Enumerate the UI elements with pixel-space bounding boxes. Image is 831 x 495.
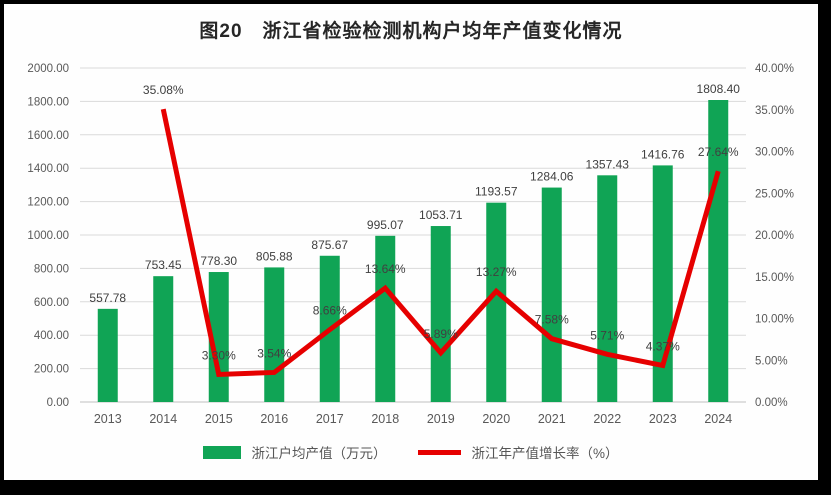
line-value-label: 7.58% — [535, 313, 569, 327]
page-border-left — [0, 0, 4, 495]
x-axis-tick: 2014 — [149, 412, 177, 426]
x-axis-tick: 2024 — [704, 412, 732, 426]
bar — [264, 267, 285, 402]
line-value-label: 4.37% — [646, 340, 680, 354]
bar — [597, 175, 618, 402]
left-axis-tick: 800.00 — [34, 263, 69, 275]
bar — [541, 187, 562, 402]
line-value-label: 5.89% — [424, 327, 458, 341]
line-value-label: 13.27% — [476, 265, 517, 279]
bar-value-label: 1808.40 — [697, 82, 741, 96]
x-axis-tick: 2022 — [593, 412, 621, 426]
bar-value-label: 995.07 — [367, 218, 404, 232]
line-value-label: 5.71% — [590, 328, 624, 342]
growth-line — [160, 108, 721, 378]
bar-value-label: 805.88 — [256, 249, 293, 263]
bar — [430, 226, 451, 402]
right-axis-tick: 40.00% — [755, 63, 794, 75]
line-series-swatch — [418, 449, 462, 455]
x-axis-tick: 2013 — [94, 412, 122, 426]
line-value-label: 3.30% — [202, 348, 236, 362]
left-axis-tick: 2000.00 — [27, 63, 69, 75]
x-axis-tick: 2020 — [482, 412, 510, 426]
line-value-label: 13.64% — [365, 262, 406, 276]
left-axis-tick: 1400.00 — [27, 163, 69, 175]
x-axis-tick: 2018 — [371, 412, 399, 426]
line-value-label: 3.54% — [257, 346, 291, 360]
x-axis-tick: 2015 — [205, 412, 233, 426]
bar-value-label: 778.30 — [200, 254, 237, 268]
line-series-legend-label: 浙江年产值增长率（%） — [471, 446, 619, 461]
bar — [486, 202, 507, 402]
page-border-top — [0, 0, 831, 4]
line-value-label: 35.08% — [143, 83, 184, 97]
bar-series-legend-label: 浙江户均产值（万元） — [251, 446, 387, 461]
right-axis-tick: 30.00% — [755, 147, 794, 159]
bar-value-label: 1416.76 — [641, 147, 685, 161]
bar-value-label: 1357.43 — [586, 157, 630, 171]
right-axis-tick: 35.00% — [755, 105, 794, 117]
bar-value-label: 1193.57 — [475, 185, 518, 199]
left-axis-tick: 600.00 — [34, 297, 69, 309]
bar-value-label: 1053.71 — [419, 208, 463, 222]
left-axis-tick: 400.00 — [34, 330, 69, 342]
left-axis-tick: 1200.00 — [27, 197, 69, 209]
bar-value-label: 1284.06 — [530, 170, 574, 184]
bar — [708, 99, 729, 403]
bar-value-label: 875.67 — [311, 238, 348, 252]
right-axis-tick: 5.00% — [755, 355, 788, 367]
x-axis-tick: 2016 — [260, 412, 288, 426]
bar — [375, 235, 396, 402]
right-axis-tick: 25.00% — [755, 188, 794, 200]
right-axis-tick: 20.00% — [755, 230, 794, 242]
chart-title: 图20 浙江省检验检测机构户均年产值变化情况 — [199, 21, 623, 42]
bar-series-swatch — [203, 445, 242, 459]
bar — [153, 276, 174, 402]
page-border-right — [818, 0, 831, 495]
bar-value-label: 753.45 — [145, 258, 182, 272]
page-border-bottom — [0, 480, 831, 495]
right-axis-tick: 10.00% — [755, 314, 794, 326]
bar — [208, 272, 229, 402]
line-value-label: 27.64% — [698, 145, 739, 159]
x-axis-tick: 2021 — [538, 412, 566, 426]
x-axis-tick: 2019 — [427, 412, 455, 426]
left-axis-tick: 0.00 — [47, 397, 69, 409]
left-axis-tick: 1800.00 — [27, 96, 69, 108]
right-axis-tick: 0.00% — [755, 397, 788, 409]
bar — [97, 308, 118, 402]
left-axis-tick: 200.00 — [34, 364, 69, 376]
line-value-label: 8.66% — [313, 304, 347, 318]
x-axis-tick: 2023 — [649, 412, 677, 426]
left-axis-tick: 1000.00 — [27, 230, 69, 242]
x-axis-tick: 2017 — [316, 412, 344, 426]
chart-legend: 浙江户均产值（万元） 浙江年产值增长率（%） — [4, 438, 818, 466]
bar-value-label: 557.78 — [89, 291, 126, 305]
left-axis-tick: 1600.00 — [27, 130, 69, 142]
right-axis-tick: 15.00% — [755, 272, 794, 284]
